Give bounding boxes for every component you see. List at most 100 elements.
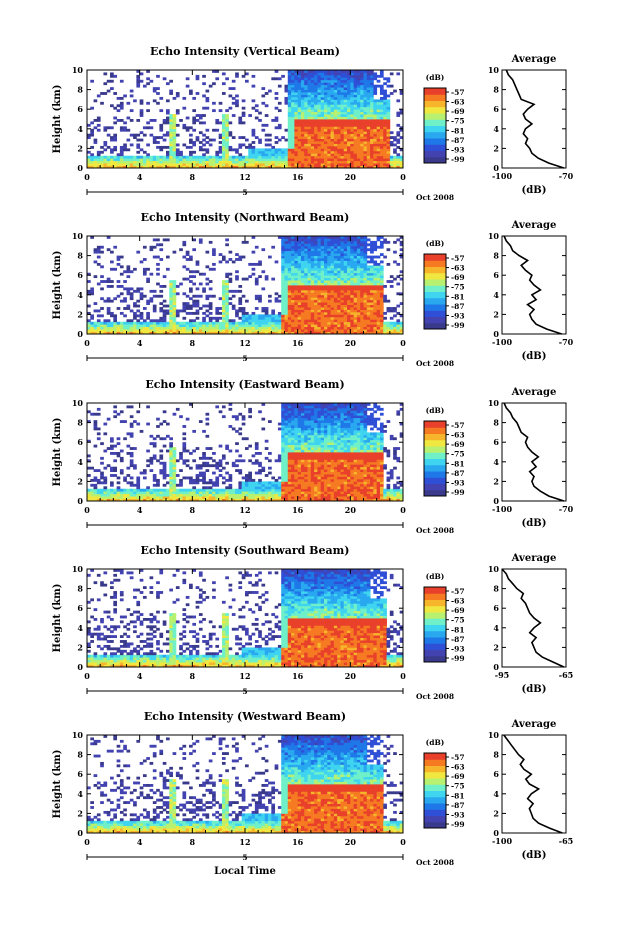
heatmap-cell: [327, 326, 331, 330]
heatmap-cell: [399, 243, 404, 247]
heatmap-cell: [399, 148, 404, 152]
heatmap-cell: [337, 324, 341, 328]
heatmap-cell: [340, 326, 345, 330]
heatmap-cell: [156, 158, 160, 162]
heatmap-cell: [281, 153, 285, 157]
heatmap-cell: [363, 155, 368, 159]
heatmap-cell: [291, 70, 295, 73]
heatmap-cell: [356, 272, 361, 276]
heatmap-cell: [192, 498, 197, 502]
heatmap-cell: [376, 236, 381, 239]
heatmap-cell: [386, 331, 391, 335]
heatmap-cell: [182, 106, 187, 110]
heatmap-cell: [205, 491, 210, 495]
heatmap-cell: [373, 101, 378, 105]
heatmap-cell: [314, 302, 318, 305]
heatmap-cell: [297, 101, 302, 105]
heatmap-cell: [373, 160, 378, 164]
heatmap-cell: [119, 104, 124, 108]
heatmap-cell: [330, 119, 335, 122]
heatmap-cell: [370, 145, 374, 149]
heatmap-cell: [347, 243, 351, 247]
heatmap-cell: [324, 165, 328, 169]
heatmap-cell: [221, 481, 226, 485]
heatmap-cell: [396, 123, 401, 127]
heatmap-cell: [373, 153, 378, 157]
heatmap-cell: [218, 101, 223, 105]
heatmap-cell: [304, 272, 308, 276]
heatmap-cell: [307, 150, 312, 154]
heatmap-cell: [100, 326, 104, 330]
heatmap-cell: [340, 253, 345, 256]
heatmap-cell: [363, 260, 368, 264]
heatmap-cell: [307, 158, 312, 162]
heatmap-cell: [106, 248, 111, 252]
heatmap-cell: [370, 70, 374, 73]
heatmap-cell: [238, 119, 243, 122]
heatmap-cell: [142, 331, 147, 335]
heatmap-cell: [317, 277, 322, 281]
heatmap-cell: [307, 138, 312, 142]
heatmap-cell: [202, 158, 206, 162]
heatmap-cell: [185, 449, 190, 453]
heatmap-cell: [268, 321, 272, 325]
heatmap-cell: [96, 94, 101, 98]
heatmap-cell: [347, 148, 351, 152]
heatmap-cell: [324, 277, 328, 281]
heatmap-cell: [333, 316, 338, 320]
heatmap-cell: [238, 163, 243, 166]
heatmap-cell: [294, 297, 299, 301]
heatmap-cell: [356, 141, 361, 144]
heatmap-cell: [320, 72, 325, 76]
heatmap-cell: [274, 160, 279, 164]
heatmap-cell: [297, 92, 302, 95]
heatmap-cell: [205, 331, 210, 335]
average-frame: [501, 69, 567, 169]
heatmap-cell: [294, 292, 299, 296]
heatmap-cell: [87, 331, 91, 335]
heatmap-cell: [324, 155, 328, 159]
heatmap-cell: [386, 153, 391, 157]
heatmap-cell: [333, 321, 338, 325]
heatmap-cell: [169, 442, 173, 446]
heatmap-cell: [142, 326, 147, 330]
heatmap-cell: [218, 155, 223, 159]
heatmap-cell: [103, 148, 108, 152]
heatmap-cell: [333, 260, 338, 264]
heatmap-cell: [356, 255, 361, 259]
heatmap-cell: [327, 111, 331, 115]
heatmap-cell: [347, 289, 351, 293]
heatmap-cell: [116, 155, 121, 159]
heatmap-cell: [133, 314, 137, 318]
heatmap-cell: [327, 245, 331, 249]
heatmap-cell: [297, 123, 302, 127]
colorbar-tick-label: -63: [451, 98, 465, 107]
heatmap-cell: [350, 104, 355, 108]
heatmap-cell: [126, 324, 131, 328]
heatmap-cell: [379, 165, 384, 169]
heatmap-cell: [205, 422, 210, 426]
heatmap-cell: [294, 302, 299, 305]
heatmap-cell: [281, 321, 285, 325]
heatmap-cell: [87, 160, 91, 164]
heatmap-cell: [294, 314, 299, 318]
heatmap-cell: [195, 324, 200, 328]
heatmap-cell: [310, 248, 315, 252]
heatmap-cell: [347, 138, 351, 142]
heatmap-cell: [373, 77, 378, 81]
heatmap-cell: [330, 94, 335, 98]
heatmap-cell: [333, 123, 338, 127]
heatmap-cell: [324, 324, 328, 328]
heatmap-cell: [300, 314, 305, 318]
colorbar-swatch: [424, 254, 446, 261]
heatmap-cell: [208, 84, 213, 88]
heatmap-cell: [294, 158, 299, 162]
heatmap-cell: [261, 150, 266, 154]
y-tick-label: 4: [77, 290, 83, 300]
heatmap-cell: [360, 311, 364, 315]
heatmap-cell: [87, 123, 91, 127]
heatmap-cell: [350, 272, 355, 276]
heatmap-cell: [284, 314, 289, 318]
heatmap-cell: [198, 498, 203, 502]
heatmap-cell: [294, 138, 299, 142]
